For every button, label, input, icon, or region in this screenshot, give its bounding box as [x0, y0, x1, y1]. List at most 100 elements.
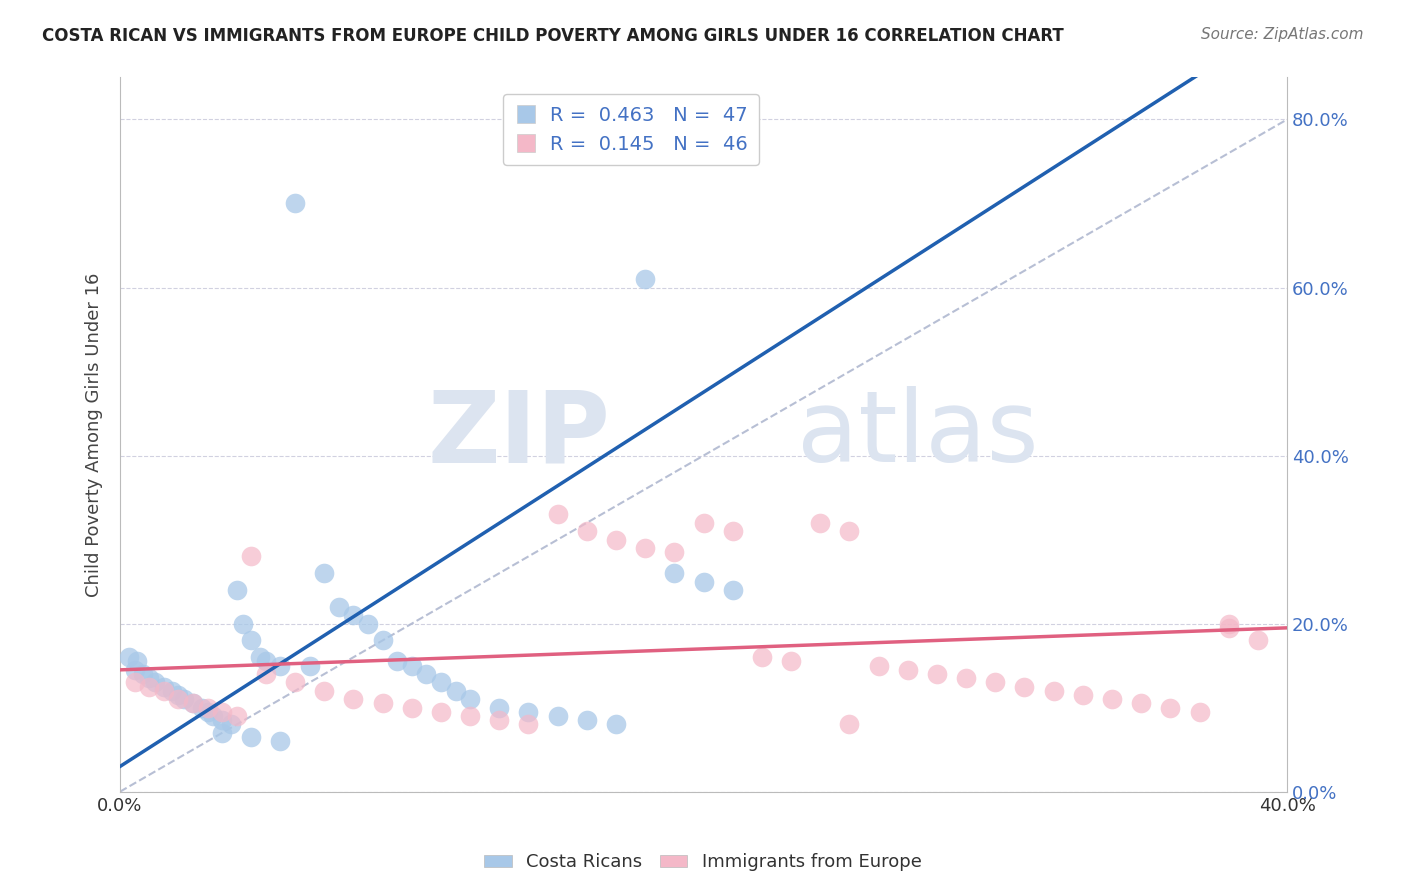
Point: [269, 734, 291, 748]
Point: [458, 709, 481, 723]
Point: [458, 692, 481, 706]
Point: [284, 196, 307, 211]
Point: [138, 680, 160, 694]
Point: [547, 508, 569, 522]
Point: [692, 516, 714, 530]
Point: [357, 616, 380, 631]
Point: [488, 700, 510, 714]
Point: [838, 717, 860, 731]
Point: [219, 717, 242, 731]
Point: [298, 658, 321, 673]
Point: [132, 667, 155, 681]
Point: [118, 650, 141, 665]
Point: [240, 633, 263, 648]
Point: [314, 684, 336, 698]
Point: [1218, 621, 1240, 635]
Point: [124, 675, 146, 690]
Point: [181, 697, 204, 711]
Point: [197, 700, 219, 714]
Point: [314, 566, 336, 581]
Point: [868, 658, 890, 673]
Point: [575, 713, 598, 727]
Point: [575, 524, 598, 539]
Point: [127, 655, 149, 669]
Point: [1188, 705, 1211, 719]
Point: [415, 667, 437, 681]
Point: [605, 533, 627, 547]
Point: [780, 655, 803, 669]
Point: [254, 655, 277, 669]
Point: [211, 726, 233, 740]
Point: [664, 545, 686, 559]
Point: [1218, 616, 1240, 631]
Point: [430, 675, 453, 690]
Point: [838, 524, 860, 539]
Point: [284, 675, 307, 690]
Point: [1159, 700, 1181, 714]
Point: [197, 705, 219, 719]
Point: [517, 705, 540, 719]
Point: [721, 524, 744, 539]
Point: [167, 688, 190, 702]
Point: [269, 658, 291, 673]
Point: [897, 663, 920, 677]
Point: [124, 663, 146, 677]
Point: [430, 705, 453, 719]
Point: [371, 633, 394, 648]
Y-axis label: Child Poverty Among Girls Under 16: Child Poverty Among Girls Under 16: [86, 272, 103, 597]
Point: [240, 549, 263, 564]
Point: [751, 650, 773, 665]
Point: [721, 582, 744, 597]
Point: [1042, 684, 1064, 698]
Point: [162, 684, 184, 698]
Point: [1014, 680, 1036, 694]
Point: [328, 599, 350, 614]
Point: [925, 667, 948, 681]
Point: [240, 730, 263, 744]
Point: [401, 658, 423, 673]
Text: Source: ZipAtlas.com: Source: ZipAtlas.com: [1201, 27, 1364, 42]
Point: [342, 608, 364, 623]
Point: [1071, 688, 1094, 702]
Legend: R =  0.463   N =  47, R =  0.145   N =  46: R = 0.463 N = 47, R = 0.145 N = 46: [503, 95, 759, 165]
Point: [1130, 697, 1153, 711]
Point: [547, 709, 569, 723]
Point: [152, 684, 174, 698]
Text: COSTA RICAN VS IMMIGRANTS FROM EUROPE CHILD POVERTY AMONG GIRLS UNDER 16 CORRELA: COSTA RICAN VS IMMIGRANTS FROM EUROPE CH…: [42, 27, 1064, 45]
Point: [225, 709, 247, 723]
Point: [692, 574, 714, 589]
Point: [401, 700, 423, 714]
Point: [190, 700, 212, 714]
Point: [202, 709, 225, 723]
Point: [225, 582, 247, 597]
Point: [664, 566, 686, 581]
Point: [211, 713, 233, 727]
Text: atlas: atlas: [797, 386, 1039, 483]
Point: [181, 697, 204, 711]
Point: [955, 671, 977, 685]
Point: [808, 516, 831, 530]
Point: [605, 717, 627, 731]
Point: [385, 655, 408, 669]
Point: [1247, 633, 1270, 648]
Point: [984, 675, 1007, 690]
Point: [167, 692, 190, 706]
Point: [254, 667, 277, 681]
Legend: Costa Ricans, Immigrants from Europe: Costa Ricans, Immigrants from Europe: [477, 847, 929, 879]
Point: [371, 697, 394, 711]
Point: [634, 541, 657, 555]
Point: [488, 713, 510, 727]
Point: [444, 684, 467, 698]
Point: [211, 705, 233, 719]
Point: [152, 680, 174, 694]
Point: [138, 671, 160, 685]
Point: [634, 272, 657, 286]
Point: [249, 650, 271, 665]
Point: [1101, 692, 1123, 706]
Point: [173, 692, 195, 706]
Point: [231, 616, 253, 631]
Point: [143, 675, 166, 690]
Text: ZIP: ZIP: [427, 386, 610, 483]
Point: [342, 692, 364, 706]
Point: [517, 717, 540, 731]
